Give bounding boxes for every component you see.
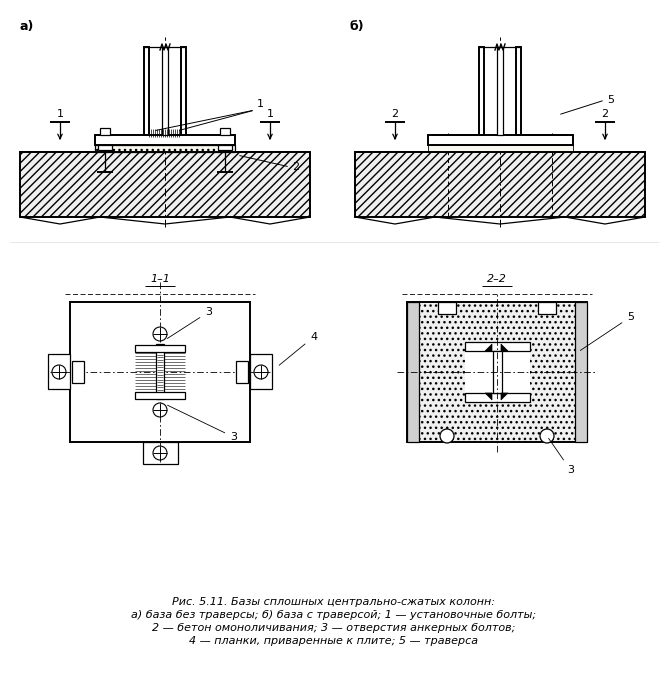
Text: б): б) <box>350 20 365 33</box>
Bar <box>220 128 230 135</box>
Text: 2 — бетон омоноличивания; 3 — отверстия анкерных болтов;: 2 — бетон омоноличивания; 3 — отверстия … <box>153 623 516 633</box>
Bar <box>465 342 530 351</box>
Bar <box>407 302 419 442</box>
Text: 4 — планки, приваренные к плите; 5 — траверса: 4 — планки, приваренные к плите; 5 — тра… <box>189 636 478 646</box>
Circle shape <box>153 446 167 460</box>
Text: а) база без траверсы; б) база с траверсой; 1 — установочные болты;: а) база без траверсы; б) база с траверсо… <box>131 610 537 620</box>
Text: 3: 3 <box>167 405 237 442</box>
Circle shape <box>52 365 66 379</box>
Circle shape <box>153 327 167 341</box>
Text: 1: 1 <box>266 109 274 119</box>
Text: 2: 2 <box>601 109 609 119</box>
Bar <box>135 392 185 399</box>
Bar <box>465 342 530 402</box>
Bar <box>143 442 178 464</box>
Polygon shape <box>501 344 508 351</box>
Polygon shape <box>501 393 508 400</box>
Bar <box>538 302 556 314</box>
Bar <box>428 135 573 145</box>
Bar <box>100 128 110 135</box>
Text: 2: 2 <box>292 162 299 172</box>
Bar <box>236 361 248 383</box>
Circle shape <box>254 365 268 379</box>
Bar <box>181 47 186 135</box>
Bar <box>135 345 185 352</box>
Bar <box>98 145 112 150</box>
Bar <box>497 47 503 135</box>
Text: 5: 5 <box>580 312 634 351</box>
Bar <box>575 302 587 442</box>
Text: 4: 4 <box>279 332 317 366</box>
Text: 1: 1 <box>56 109 64 119</box>
Text: 3: 3 <box>549 439 574 475</box>
Polygon shape <box>485 393 492 400</box>
Bar <box>218 145 232 150</box>
Bar <box>95 135 235 145</box>
Text: 5: 5 <box>607 95 614 105</box>
Bar <box>144 47 149 135</box>
Text: а): а) <box>20 20 34 33</box>
Bar <box>70 302 250 442</box>
Bar <box>95 145 235 152</box>
Bar <box>407 302 587 442</box>
Bar <box>156 344 164 399</box>
Text: 1–1: 1–1 <box>150 274 170 284</box>
Text: 2–2: 2–2 <box>487 274 507 284</box>
Bar <box>355 152 645 217</box>
Bar <box>438 302 456 314</box>
Bar <box>48 354 70 389</box>
Bar <box>428 145 573 152</box>
Bar <box>162 47 168 135</box>
Bar <box>20 152 310 217</box>
Bar <box>250 354 272 389</box>
Bar <box>72 361 84 383</box>
Bar <box>493 351 502 393</box>
Circle shape <box>540 429 554 443</box>
Text: 2: 2 <box>391 109 399 119</box>
Text: Рис. 5.11. Базы сплошных центрально-сжатых колонн:: Рис. 5.11. Базы сплошных центрально-сжат… <box>173 597 496 607</box>
Bar <box>516 47 521 135</box>
Polygon shape <box>485 344 492 351</box>
Bar <box>465 393 530 402</box>
Bar <box>479 47 484 135</box>
Circle shape <box>440 429 454 443</box>
Text: 3: 3 <box>167 307 212 338</box>
Circle shape <box>153 403 167 417</box>
Text: 1: 1 <box>257 99 264 109</box>
